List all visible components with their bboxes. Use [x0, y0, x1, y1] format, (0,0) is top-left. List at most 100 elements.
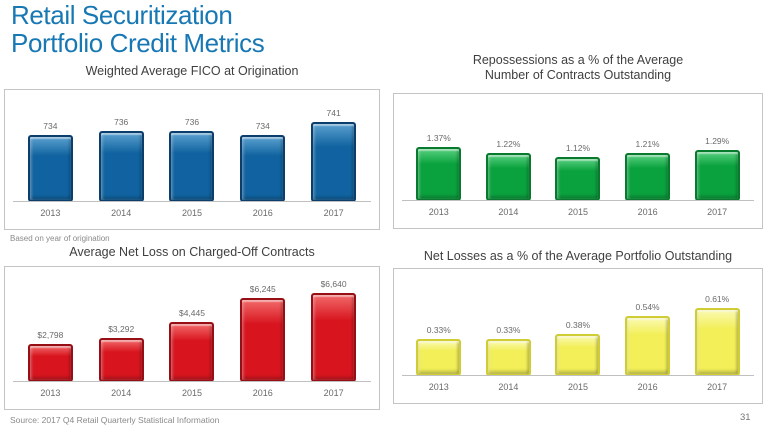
bar-group-2015: 736 2015	[169, 117, 215, 229]
x-axis-line	[402, 200, 754, 201]
x-tick-label: 2014	[111, 208, 132, 218]
bar-value-label: 0.33%	[496, 325, 521, 335]
slide-title-line2: Portfolio Credit Metrics	[11, 28, 265, 59]
bar-2015	[555, 157, 601, 201]
bar-2017	[694, 308, 740, 376]
bar-group-2015: 1.12% 2015	[555, 143, 601, 228]
bar-2016	[240, 298, 286, 382]
plot-area: $2,798 2013 $3,292 2014 $4,445 2015 $6,245 2016…	[15, 267, 369, 409]
bar-group-2017: $6,640 2017	[311, 279, 357, 409]
bar-value-label: 1.37%	[426, 133, 451, 143]
x-axis-line	[13, 201, 371, 202]
x-axis-line	[402, 375, 754, 376]
bar-value-label: 0.61%	[705, 294, 730, 304]
bar-value-label: 0.54%	[635, 302, 660, 312]
bar-2016	[625, 153, 671, 201]
bar-value-label: $3,292	[108, 324, 135, 334]
bar-group-2016: 0.54% 2016	[625, 302, 671, 403]
chart-title-text: Weighted Average FICO at Origination	[85, 64, 299, 78]
x-tick-label: 2013	[40, 208, 61, 218]
bar-group-2017: 741 2017	[311, 108, 357, 229]
x-tick-label: 2017	[323, 208, 344, 218]
footnote: Based on year of origination	[10, 234, 110, 243]
bar-value-label: 736	[114, 117, 129, 127]
chart-title-text: Repossessions as a % of the Average	[472, 53, 684, 67]
bar-value-label: 741	[326, 108, 341, 118]
bar-2016	[240, 135, 286, 202]
x-tick-label: 2014	[498, 382, 519, 392]
bar-value-label: 1.12%	[565, 143, 591, 153]
bar-value-label: $6,245	[249, 284, 276, 294]
bar-value-label: $4,445	[178, 308, 205, 318]
x-tick-label: 2016	[637, 207, 658, 217]
bar-value-label: $6,640	[320, 279, 347, 289]
bar-group-2016: $6,245 2016	[240, 284, 286, 409]
bar-group-2016: 734 2016	[240, 121, 286, 229]
bar-2013	[416, 147, 462, 201]
bar-value-label: 1.21%	[635, 139, 660, 149]
bar-2015	[169, 131, 215, 202]
bar-group-2014: 0.33% 2014	[485, 325, 531, 403]
chart-title-text: Number of Contracts Outstanding	[484, 67, 672, 82]
bar-group-2013: $2,798 2013	[27, 330, 73, 409]
plot-area: 0.33% 2013 0.33% 2014 0.38% 2015 0.54% 2016 0.61…	[404, 269, 752, 403]
bar-2017	[311, 293, 357, 382]
source-text: Source: 2017 Q4 Retail Quarterly Statist…	[10, 415, 220, 425]
chart-panel-repossessions: 1.37% 2013 1.22% 2014 1.12% 2015 1.21% 2016 1.29…	[393, 93, 763, 229]
bar-2013	[27, 135, 73, 202]
x-axis-line	[13, 381, 371, 382]
plot-area: 1.37% 2013 1.22% 2014 1.12% 2015 1.21% 2016 1.29…	[404, 94, 752, 228]
chart-title-net-loss-pct: Net Losses as a % of the Average Portfol…	[393, 249, 763, 264]
bar-group-2013: 1.37% 2013	[416, 133, 462, 228]
bar-value-label: 0.38%	[565, 320, 591, 330]
bar-group-2014: 736 2014	[98, 117, 144, 229]
x-tick-label: 2015	[567, 207, 588, 217]
bar-2013	[416, 339, 462, 376]
x-tick-label: 2014	[111, 388, 132, 398]
x-tick-label: 2016	[252, 208, 273, 218]
bar-2013	[27, 344, 73, 382]
bar-value-label: 1.22%	[496, 139, 521, 149]
bar-2014	[98, 131, 144, 202]
bar-2015	[169, 322, 215, 382]
chart-panel-net-loss-pct: 0.33% 2013 0.33% 2014 0.38% 2015 0.54% 2016 0.61…	[393, 268, 763, 404]
bar-group-2016: 1.21% 2016	[625, 139, 671, 228]
x-tick-label: 2017	[707, 382, 728, 392]
bar-group-2017: 0.61% 2017	[694, 294, 740, 403]
page-number: 31	[740, 412, 751, 423]
x-tick-label: 2016	[637, 382, 658, 392]
slide-title: Retail Securitization Portfolio Credit M…	[11, 0, 265, 59]
bar-value-label: 0.33%	[426, 325, 451, 335]
bar-group-2013: 0.33% 2013	[416, 325, 462, 403]
bar-2016	[625, 316, 671, 376]
plot-area: 734 2013 736 2014 736 2015 734 2016 741 2017	[15, 90, 369, 229]
chart-panel-fico: 734 2013 736 2014 736 2015 734 2016 741 2017	[4, 89, 380, 230]
bar-2017	[311, 122, 357, 202]
x-tick-label: 2013	[428, 207, 449, 217]
chart-title-net-loss-avg: Average Net Loss on Charged-Off Contract…	[4, 245, 380, 260]
bar-group-2017: 1.29% 2017	[694, 136, 740, 228]
x-tick-label: 2013	[428, 382, 449, 392]
bar-2017	[694, 150, 740, 201]
bar-value-label: $2,798	[37, 330, 64, 340]
chart-title-text: Average Net Loss on Charged-Off Contract…	[69, 245, 315, 259]
x-tick-label: 2013	[40, 388, 61, 398]
bar-group-2014: 1.22% 2014	[485, 139, 531, 228]
bar-2014	[485, 339, 531, 376]
chart-title-fico: Weighted Average FICO at Origination	[4, 64, 380, 79]
x-tick-label: 2014	[498, 207, 519, 217]
x-tick-label: 2015	[181, 388, 202, 398]
bar-2014	[98, 338, 144, 382]
x-tick-label: 2015	[567, 382, 588, 392]
chart-panel-net-loss-avg: $2,798 2013 $3,292 2014 $4,445 2015 $6,245 2016…	[4, 266, 380, 410]
bar-group-2015: $4,445 2015	[169, 308, 215, 409]
slide-title-line1: Retail Securitization	[11, 0, 233, 30]
bar-group-2015: 0.38% 2015	[555, 320, 601, 403]
chart-title-repossessions: Repossessions as a % of the Average Numb…	[393, 53, 763, 83]
bar-group-2013: 734 2013	[27, 121, 73, 229]
x-tick-label: 2017	[707, 207, 728, 217]
bar-value-label: 734	[255, 121, 270, 131]
x-tick-label: 2017	[323, 388, 344, 398]
bar-2014	[485, 153, 531, 201]
